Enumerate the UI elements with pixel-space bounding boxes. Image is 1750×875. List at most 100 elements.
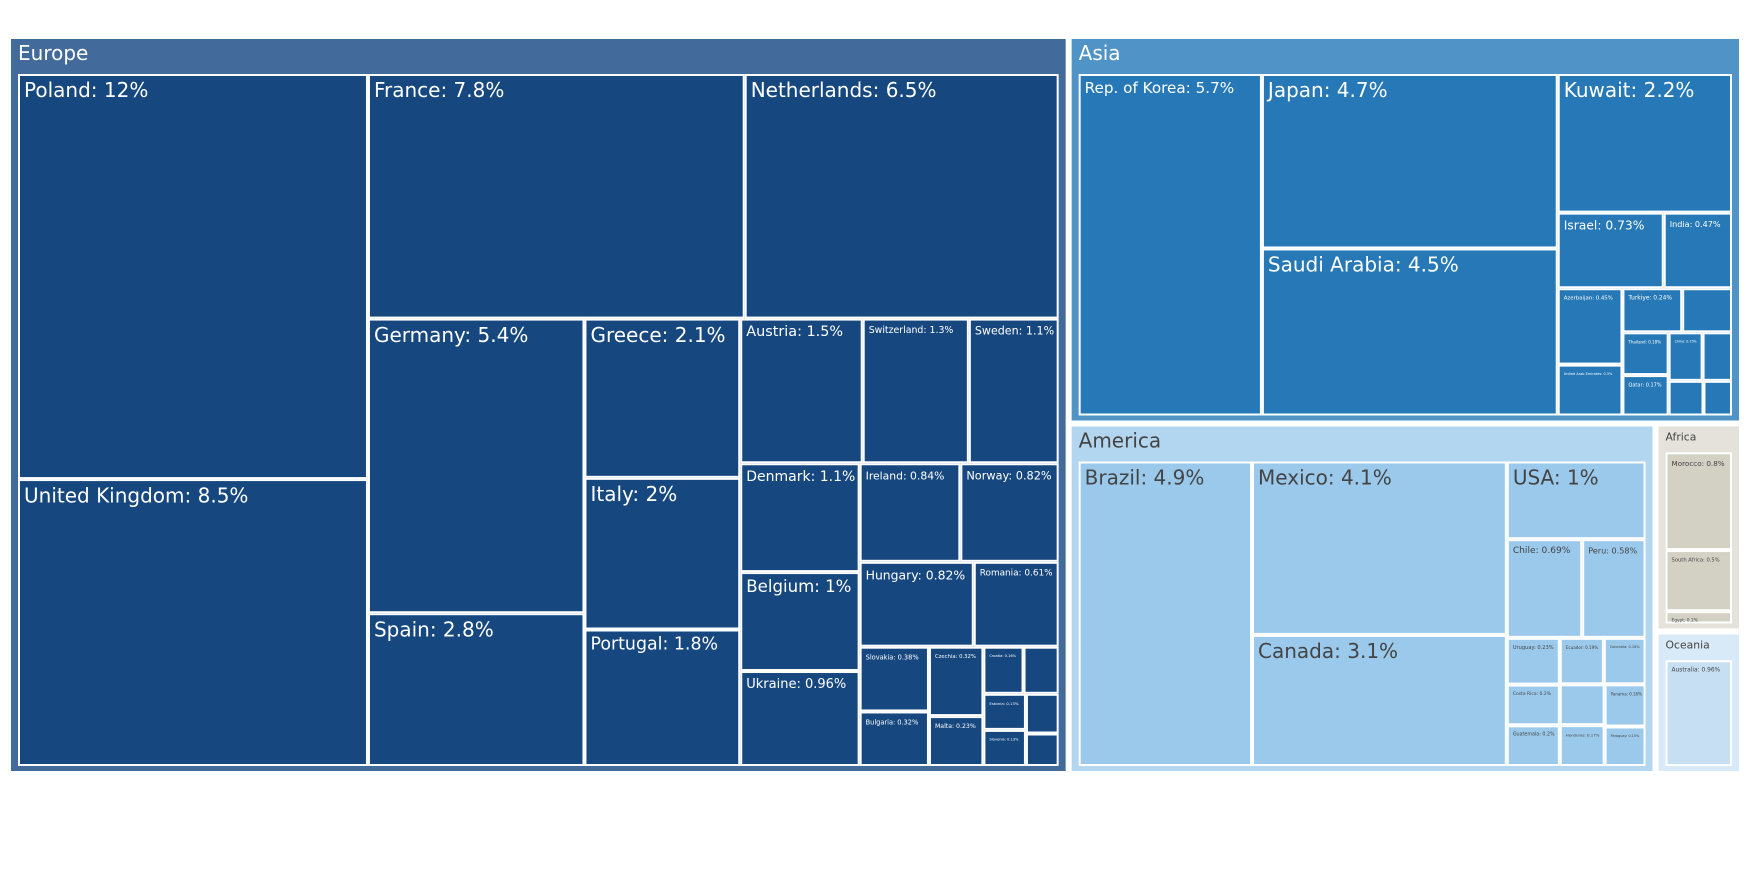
tile	[1559, 684, 1605, 726]
tile-label: Spain: 2.8%	[374, 617, 494, 641]
tile-label: Romania: 0.61%	[980, 568, 1053, 578]
tile-label: Estonia: 0.13%	[989, 701, 1019, 706]
tile-label: United Kingdom: 8.5%	[24, 483, 248, 507]
tile-label: Bulgaria: 0.32%	[866, 718, 919, 726]
tile-label: Switzerland: 1.3%	[869, 325, 954, 336]
tile	[1557, 74, 1733, 213]
tile	[740, 318, 863, 464]
tile-label: USA: 1%	[1513, 466, 1599, 490]
tile-label: South Africa: 0.5%	[1672, 557, 1720, 563]
tile-label: Portugal: 1.8%	[590, 634, 718, 654]
tile	[1682, 288, 1733, 333]
tile	[18, 74, 368, 480]
tile	[1261, 248, 1558, 416]
tile-label: Panama: 0.16%	[1611, 692, 1643, 697]
tile	[1622, 375, 1669, 416]
tile-label: Croatia: 0.16%	[989, 654, 1016, 658]
tile	[1604, 726, 1646, 766]
tile	[1506, 725, 1560, 766]
tile-label: China: 0.15%	[1675, 340, 1697, 344]
group-label: America	[1079, 429, 1162, 453]
tile-label: Paraguay: 0.15%	[1611, 734, 1640, 738]
tile	[1668, 380, 1704, 416]
tile-label: Sweden: 1.1%	[975, 325, 1054, 338]
tile	[1603, 637, 1646, 685]
tile-label: Honduras: 0.17%	[1566, 732, 1600, 737]
tile	[960, 463, 1059, 562]
tile-label: Norway: 0.82%	[966, 469, 1052, 482]
tile	[1604, 684, 1646, 727]
tile	[740, 463, 860, 573]
tile-label: Ukraine: 0.96%	[746, 677, 846, 692]
tile	[1665, 550, 1732, 612]
group-label: Europe	[18, 41, 88, 65]
tile	[983, 693, 1026, 730]
tile	[367, 613, 585, 767]
tile	[973, 561, 1059, 647]
tile	[1703, 380, 1733, 416]
tile-label: Czechia: 0.32%	[935, 654, 976, 660]
tile	[584, 318, 741, 478]
tile-label: Japan: 4.7%	[1266, 78, 1388, 102]
tile	[1557, 212, 1664, 289]
tile-label: Belgium: 1%	[746, 577, 851, 596]
tile	[928, 646, 984, 717]
tile	[1665, 611, 1732, 624]
tile-label: Egypt: 0.1%	[1672, 618, 1698, 624]
tile	[1261, 74, 1558, 249]
tile-label: Chile: 0.69%	[1513, 546, 1571, 556]
tile	[1023, 646, 1059, 694]
tile	[1668, 332, 1703, 381]
tile	[1559, 725, 1605, 766]
tile-label: Costa Rica: 0.2%	[1513, 691, 1552, 697]
tile-label: Israel: 0.73%	[1564, 218, 1645, 232]
tile	[18, 479, 368, 766]
tile	[1025, 693, 1059, 734]
group-label: Oceania	[1666, 638, 1710, 651]
tile	[1506, 461, 1646, 540]
tile	[1622, 288, 1683, 333]
tile-label: Turkiye: 0.24%	[1627, 295, 1672, 301]
tile-label: Germany: 5.4%	[374, 323, 528, 347]
tile-label: Mexico: 4.1%	[1258, 466, 1392, 490]
tile	[862, 318, 969, 464]
tile	[859, 711, 929, 766]
tile	[1252, 461, 1507, 635]
tile-label: Denmark: 1.1%	[746, 469, 855, 485]
tile	[1506, 637, 1560, 685]
tile	[859, 463, 961, 562]
tile	[1025, 733, 1059, 767]
tile-label: Ireland: 0.84%	[866, 469, 945, 482]
tile	[968, 318, 1059, 464]
tile-label: Malta: 0.23%	[935, 723, 976, 730]
tile	[1663, 212, 1733, 289]
tile-label: Netherlands: 6.5%	[751, 78, 937, 102]
tile	[1252, 634, 1507, 766]
tile	[983, 729, 1026, 767]
tile-label: Ecuador: 0.19%	[1566, 645, 1598, 650]
tile-label: Qatar: 0.17%	[1628, 382, 1661, 388]
tile-label: Saudi Arabia: 4.5%	[1268, 253, 1459, 277]
tile-label: Hungary: 0.82%	[866, 567, 966, 582]
tile-label: United Arab Emirates: 0.3%	[1564, 372, 1613, 376]
tile	[1557, 288, 1623, 365]
group-label: Asia	[1079, 41, 1121, 65]
tile-label: France: 7.8%	[374, 78, 504, 102]
tile	[1622, 332, 1669, 376]
tile-label: Guatemala: 0.2%	[1513, 732, 1555, 738]
tile	[1582, 539, 1646, 638]
tile-label: Thailand: 0.18%	[1627, 340, 1661, 345]
tile	[584, 477, 741, 630]
tile-label: Rep. of Korea: 5.7%	[1085, 79, 1235, 97]
tile	[928, 716, 984, 766]
tile	[1665, 452, 1732, 551]
tile-label: Italy: 2%	[590, 482, 677, 506]
tile-label: Uruguay: 0.23%	[1513, 645, 1554, 651]
tile-label: Morocco: 0.8%	[1672, 459, 1725, 468]
tile	[740, 671, 860, 767]
group-label: Africa	[1666, 430, 1697, 443]
tile	[1078, 74, 1262, 416]
tile	[859, 561, 974, 647]
